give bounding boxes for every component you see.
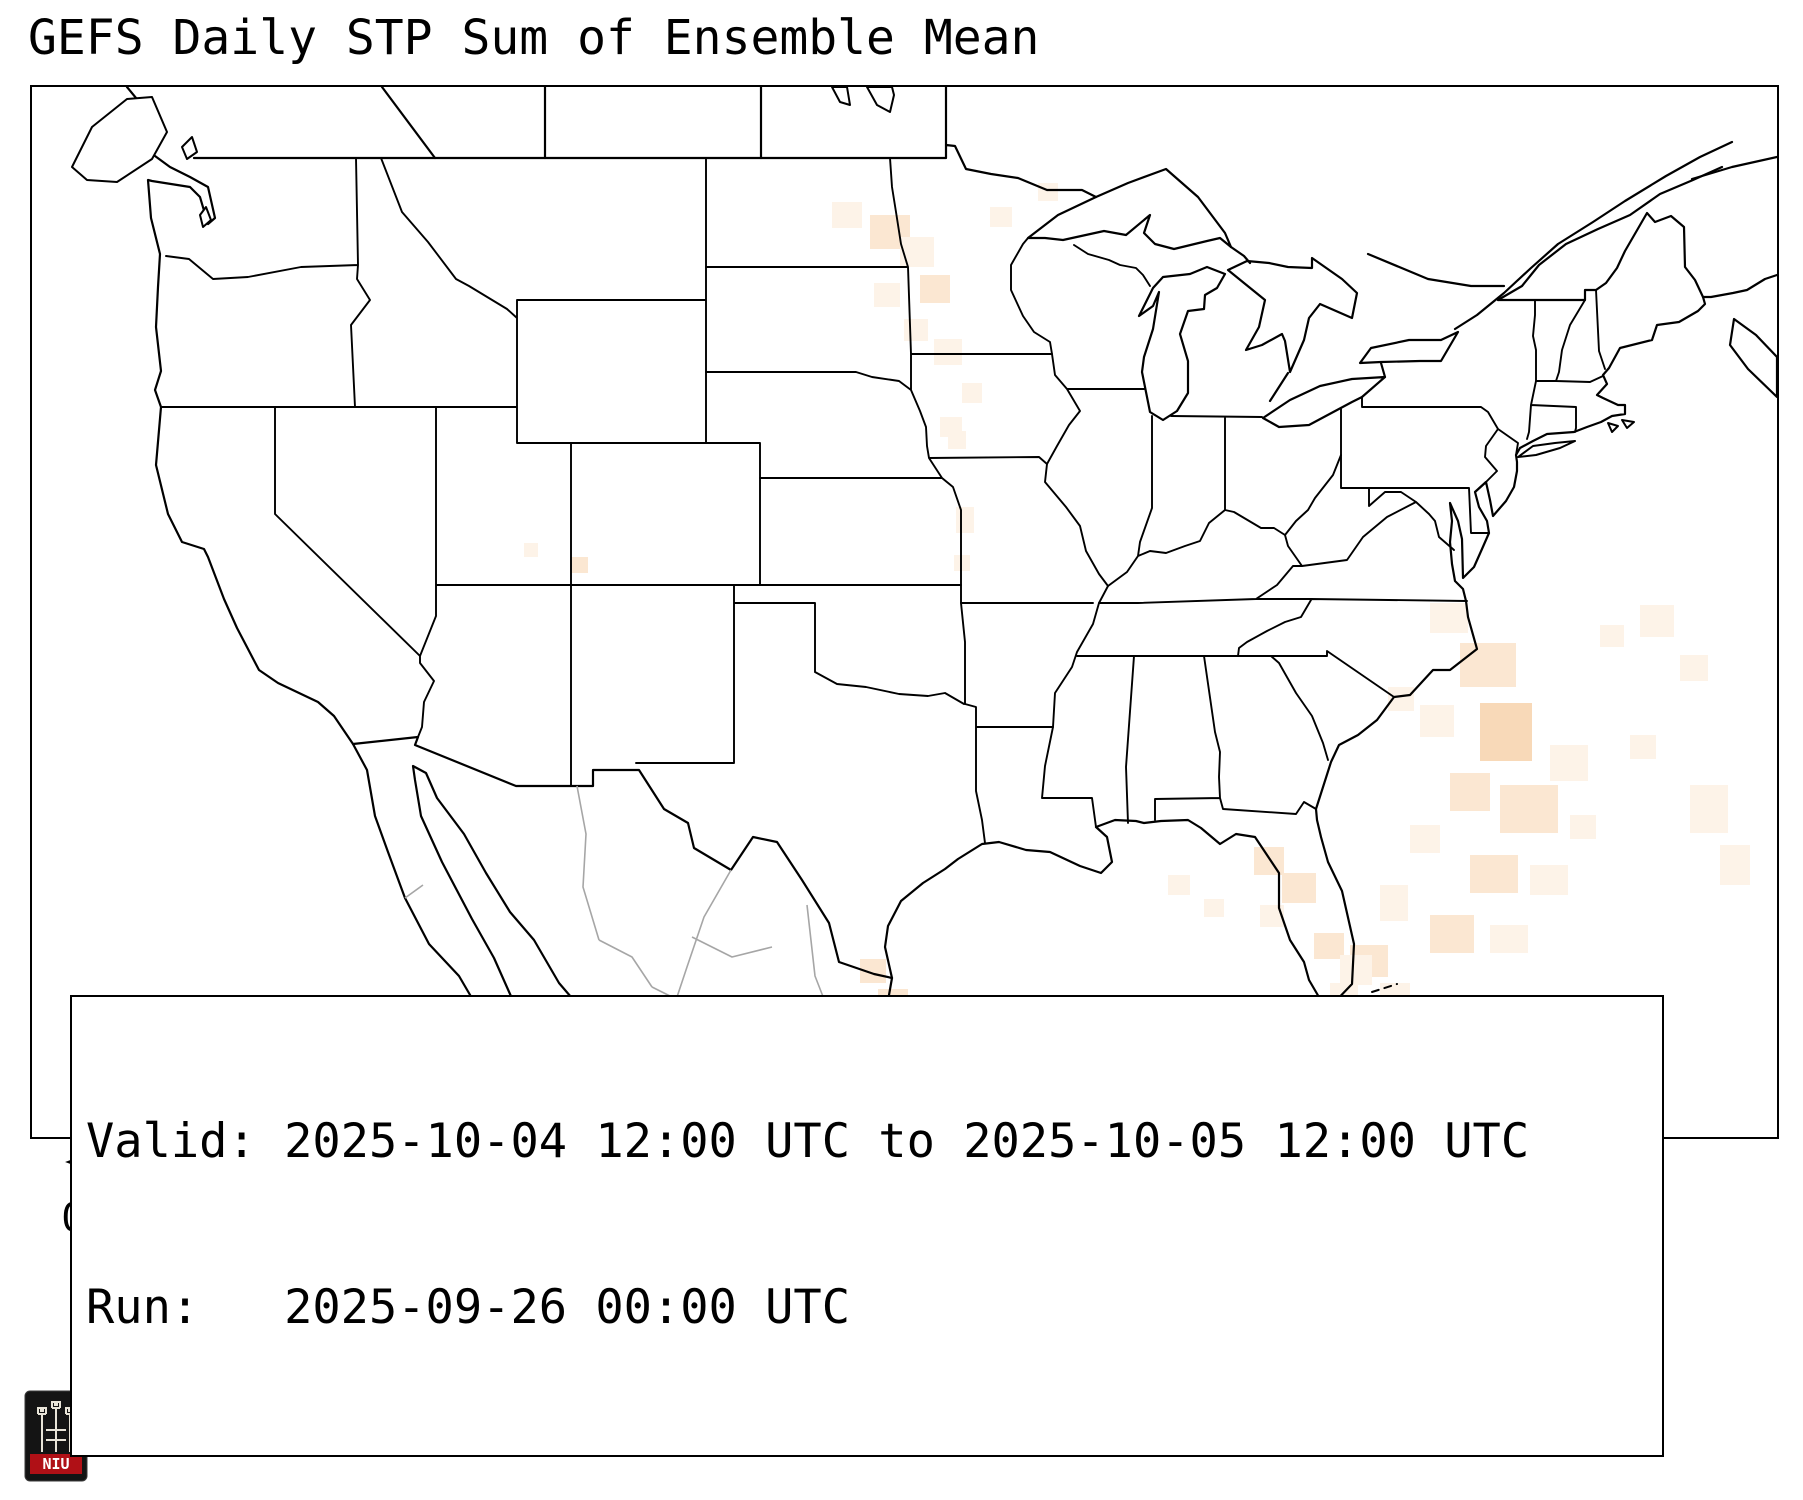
map-frame: Valid: 2025-10-04 12:00 UTC to 2025-10-0…: [30, 85, 1779, 1457]
stp-patches: [450, 183, 1750, 1097]
detroit-river: [1268, 371, 1290, 403]
niagara-river: [1379, 361, 1387, 379]
lake-michigan: [1137, 265, 1227, 422]
lake-superior: [1026, 167, 1233, 251]
pacific-coast: [125, 87, 658, 1137]
province-borders: [380, 87, 948, 160]
west-state-borders: [161, 157, 962, 787]
east-state-borders: [1301, 396, 1519, 567]
great-lakes: [1026, 167, 1460, 429]
long-island: [1517, 440, 1576, 458]
page-title: GEFS Daily STP Sum of Ensemble Mean: [28, 10, 1040, 66]
coastlines: [71, 87, 1777, 1137]
conus-map: [71, 87, 1777, 1137]
small-islands: [181, 136, 212, 228]
mississippi-river-borders: [960, 237, 1151, 828]
new-england-borders: [1526, 289, 1606, 440]
us-mexico-border: [351, 735, 894, 980]
lake-ontario: [1358, 330, 1460, 365]
st-lawrence-north: [1453, 140, 1734, 331]
midwest-state-borders: [1107, 415, 1342, 587]
canada-borders: [192, 87, 1734, 331]
gulf-atlantic-coast: [872, 273, 1777, 1137]
plains-state-borders: [635, 157, 1054, 844]
us-canada-border: [192, 143, 1705, 302]
lake-erie: [1261, 375, 1387, 429]
nova-scotia: [1728, 317, 1777, 399]
niu-banner: [30, 1454, 82, 1474]
castle-icon: [37, 1401, 75, 1452]
lake-winnipeg: [831, 87, 895, 113]
niu-logo-text: NIU: [42, 1455, 69, 1473]
south-state-borders: [1076, 534, 1468, 824]
lake-huron: [1226, 256, 1359, 374]
st-lawrence-south: [1496, 165, 1724, 302]
validity-info-box: Valid: 2025-10-04 12:00 UTC to 2025-10-0…: [70, 995, 1664, 1457]
valid-line: Valid: 2025-10-04 12:00 UTC to 2025-10-0…: [86, 1113, 1530, 1169]
ottawa-river: [1366, 252, 1506, 288]
cape-islands: [1607, 419, 1635, 433]
state-borders: [161, 157, 1606, 844]
run-line: Run: 2025-09-26 00:00 UTC: [86, 1280, 851, 1336]
vancouver-island: [71, 96, 168, 183]
bahamas-dashed: [1371, 983, 1475, 1071]
mexico-state-lines: [404, 785, 830, 1013]
